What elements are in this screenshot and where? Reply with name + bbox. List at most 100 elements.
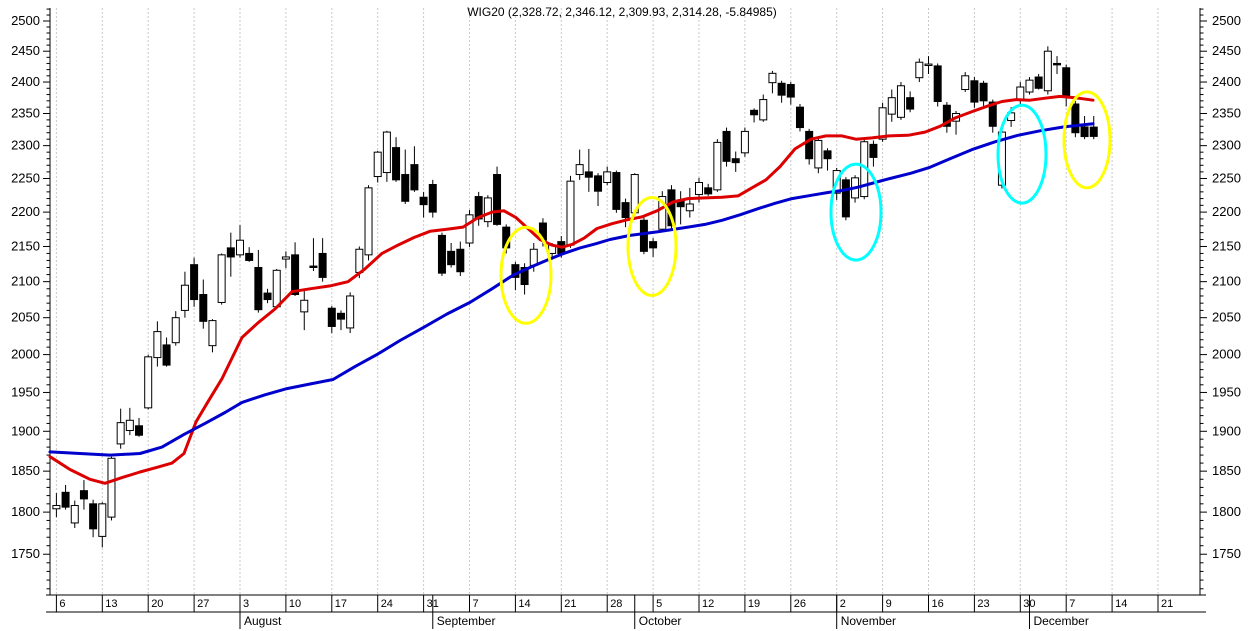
week-start-label: 17 (335, 598, 347, 610)
candle-body (300, 299, 309, 313)
y-axis-right: 1750 1800 1850 1900 1950 2000 2050 2100 2150 2200… (1200, 8, 1241, 590)
highlight-ellipse (996, 103, 1048, 205)
candle-body (603, 171, 612, 184)
candle-body (887, 97, 896, 115)
y-axis-label: 1950 (1212, 384, 1241, 399)
y-axis-label: 2000 (11, 347, 40, 362)
week-start-label: 28 (610, 598, 622, 610)
candle-body (1089, 126, 1098, 137)
y-axis-label: 2350 (11, 106, 40, 121)
candle-body (346, 295, 355, 329)
highlight-ellipse (626, 195, 678, 297)
candle-body (190, 264, 199, 301)
y-axis-label: 1850 (11, 463, 40, 478)
candle-body (924, 63, 933, 66)
candle-body (226, 247, 235, 258)
candle-body (70, 504, 79, 524)
candle-body (750, 109, 759, 116)
candle-body (180, 284, 189, 311)
week-start-label: 26 (794, 598, 806, 610)
annotation-ellipses (499, 90, 1112, 325)
week-start-label: 14 (518, 598, 530, 610)
y-axis-label: 2100 (11, 274, 40, 289)
week-start-label: 23 (977, 598, 989, 610)
week-start-label: 19 (748, 598, 760, 610)
y-axis-label: 2450 (11, 43, 40, 58)
candle-body (814, 139, 823, 169)
candle-body (584, 171, 593, 178)
month-label: December (1033, 614, 1088, 628)
candle-body (713, 141, 722, 191)
candle-body (594, 175, 603, 192)
candle-body (786, 84, 795, 98)
candle-body (896, 85, 905, 118)
highlight-ellipse (1062, 90, 1112, 190)
candle-body (621, 202, 630, 219)
month-label: September (437, 614, 496, 628)
weekly-gridlines (55, 8, 1159, 595)
candle-body (529, 248, 538, 266)
y-axis-label: 2050 (1212, 310, 1241, 325)
candle-body (612, 172, 621, 210)
candle-body (208, 320, 217, 347)
candle-body (639, 219, 648, 252)
month-label: October (639, 614, 682, 628)
month-label: November (841, 614, 896, 628)
candle-body (823, 150, 832, 160)
candle-body (1062, 67, 1071, 97)
week-start-label: 27 (197, 598, 209, 610)
candle-body (658, 196, 667, 230)
candle-body (162, 344, 171, 366)
candle-body (740, 130, 749, 154)
week-start-label: 13 (105, 598, 117, 610)
candle-body (263, 292, 272, 301)
week-start-label: 2 (840, 598, 846, 610)
y-axis-label: 1900 (11, 423, 40, 438)
candle-body (483, 197, 492, 223)
candle-body (456, 248, 465, 273)
week-start-label: 3 (243, 598, 249, 610)
candle-body (768, 72, 777, 84)
y-axis-label: 2500 (1212, 13, 1241, 28)
y-axis-label: 2450 (1212, 43, 1241, 58)
week-start-label: 5 (656, 598, 662, 610)
ma-fast-red-line (48, 94, 1095, 485)
candle-body (107, 457, 116, 518)
candle-body (236, 239, 244, 256)
candle-body (685, 203, 694, 212)
candle-body (135, 425, 144, 436)
week-start-label: 12 (702, 598, 714, 610)
candle-body (1071, 103, 1080, 134)
y-axis-left: 1750 1800 1850 1900 1950 2000 2050 2100 2150 2200… (11, 8, 50, 590)
candle-body (1080, 126, 1089, 138)
candle-body (153, 331, 162, 359)
candle-body (722, 130, 731, 162)
candle-body (392, 147, 401, 181)
candle-body (759, 99, 768, 121)
ma-slow-blue (48, 122, 1095, 457)
y-axis-label: 1750 (1212, 546, 1241, 561)
candle-body (144, 356, 153, 409)
candle-body (649, 241, 658, 249)
candle-body (410, 164, 419, 191)
candle-body (245, 252, 254, 261)
candle-body (575, 164, 584, 176)
candle-body (355, 248, 364, 273)
candle-body (309, 265, 318, 268)
candle-body (281, 256, 290, 260)
y-axis-label: 2300 (11, 138, 40, 153)
y-axis-label: 1800 (11, 504, 40, 519)
candle-body (382, 131, 391, 174)
y-axis-label: 1800 (1212, 504, 1241, 519)
candle-body (493, 174, 502, 225)
candle-body (906, 97, 915, 110)
candle-body (915, 61, 924, 79)
x-axis: 6 13 20 27 3 10 17 24 31 7 14 21 28 5 12 19 26 2 9 16 23 30 7 1… (55, 595, 1173, 629)
candle-body (116, 422, 125, 445)
y-axis-label: 2250 (11, 171, 40, 186)
y-axis-label: 2000 (1212, 347, 1241, 362)
candle-body (805, 130, 814, 160)
week-start-label: 7 (473, 598, 479, 610)
